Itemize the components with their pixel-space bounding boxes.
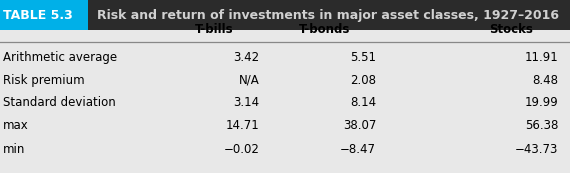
Text: 2.08: 2.08 <box>350 74 376 87</box>
Text: T-bills: T-bills <box>195 23 234 36</box>
Text: −43.73: −43.73 <box>515 143 559 156</box>
Text: Arithmetic average: Arithmetic average <box>3 51 117 65</box>
Text: TABLE 5.3: TABLE 5.3 <box>3 9 72 22</box>
Text: Risk and return of investments in major asset classes, 1927–2016: Risk and return of investments in major … <box>97 9 559 22</box>
Text: −0.02: −0.02 <box>223 143 259 156</box>
Text: 5.51: 5.51 <box>350 51 376 65</box>
Text: max: max <box>3 119 29 132</box>
FancyBboxPatch shape <box>0 0 570 30</box>
Text: 38.07: 38.07 <box>343 119 376 132</box>
FancyBboxPatch shape <box>0 0 88 30</box>
Text: Risk premium: Risk premium <box>3 74 84 87</box>
Text: 8.48: 8.48 <box>532 74 559 87</box>
Text: 8.14: 8.14 <box>350 96 376 110</box>
Text: 3.42: 3.42 <box>233 51 259 65</box>
Text: 11.91: 11.91 <box>525 51 559 65</box>
Text: 3.14: 3.14 <box>233 96 259 110</box>
Text: Standard deviation: Standard deviation <box>3 96 116 110</box>
Text: N/A: N/A <box>239 74 259 87</box>
Text: T-bonds: T-bonds <box>299 23 351 36</box>
Text: Stocks: Stocks <box>489 23 533 36</box>
Text: 56.38: 56.38 <box>525 119 559 132</box>
Text: 14.71: 14.71 <box>226 119 259 132</box>
Text: −8.47: −8.47 <box>340 143 376 156</box>
Text: min: min <box>3 143 25 156</box>
Text: 19.99: 19.99 <box>525 96 559 110</box>
